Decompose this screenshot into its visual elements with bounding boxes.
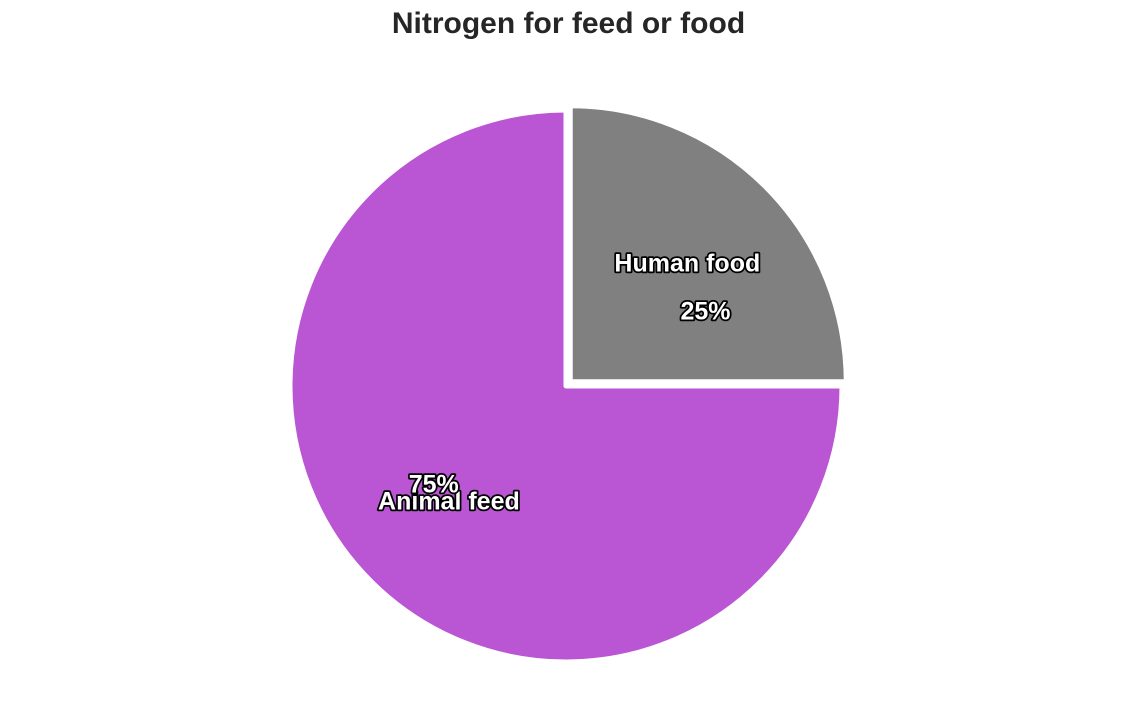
slice-percent-human-food: 25%	[680, 297, 730, 325]
chart-title: Nitrogen for feed or food	[391, 7, 746, 40]
slice-percent-animal-feed: 75%	[409, 470, 459, 498]
slice-label-human-food: Human food	[614, 249, 760, 277]
pie-slice-human-food	[567, 103, 849, 385]
pie-slice-animal-feed	[287, 107, 845, 665]
slice-label-animal-feed: Animal feed	[378, 488, 520, 516]
